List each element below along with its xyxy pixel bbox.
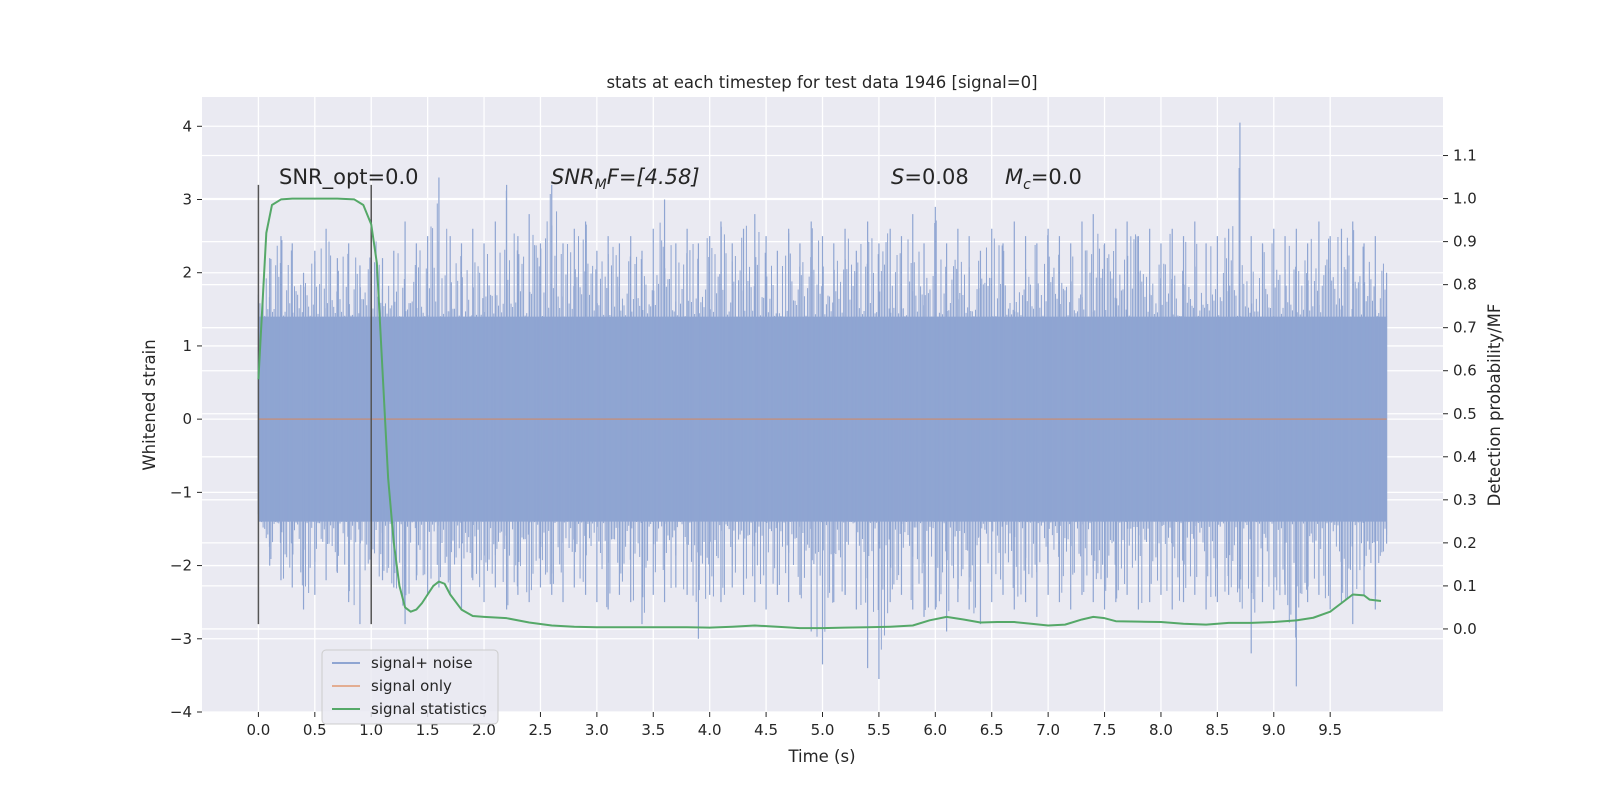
chart-title: stats at each timestep for test data 194… xyxy=(606,73,1037,92)
x-tick-label: 2.0 xyxy=(472,721,496,739)
legend-label-signal-only: signal only xyxy=(371,677,452,695)
y-tick-label: 3 xyxy=(182,191,192,209)
right-tick-label: 0.3 xyxy=(1453,491,1477,509)
right-tick-label: 0.7 xyxy=(1453,319,1477,337)
x-tick-label: 3.5 xyxy=(641,721,665,739)
right-tick-label: 1.1 xyxy=(1453,147,1477,165)
right-tick-label: 0.9 xyxy=(1453,233,1477,251)
x-tick-label: 2.5 xyxy=(529,721,553,739)
right-tick-label: 0.8 xyxy=(1453,276,1477,294)
right-tick-label: 0.0 xyxy=(1453,620,1477,638)
x-tick-label: 1.0 xyxy=(359,721,383,739)
mc-rest: =0.0 xyxy=(1031,165,1082,189)
right-tick-label: 0.6 xyxy=(1453,362,1477,380)
x-tick-label: 9.0 xyxy=(1262,721,1286,739)
x-tick-label: 0.0 xyxy=(246,721,270,739)
x-tick-label: 8.5 xyxy=(1205,721,1229,739)
y-tick-label: 4 xyxy=(182,117,192,135)
x-tick-label: 3.0 xyxy=(585,721,609,739)
y-axis-ticks: 4 3 2 1 0 −1 −2 −3 −4 xyxy=(170,117,202,721)
y-tick-label: −1 xyxy=(170,483,192,501)
y-tick-label: −3 xyxy=(170,630,192,648)
mc-annotation: Mc=0.0 xyxy=(1005,165,1082,193)
x-axis-ticks: 0.0 0.5 1.0 1.5 2.0 2.5 3.0 3.5 4.0 4.5 5.0 5.5 6.0 6… xyxy=(246,712,1342,739)
signal-noise-series xyxy=(257,122,1388,687)
signal-statistics-series xyxy=(257,197,1382,630)
right-tick-label: 1.0 xyxy=(1453,190,1477,208)
right-axis-label: Detection probability/MF xyxy=(1485,304,1504,507)
right-tick-label: 0.5 xyxy=(1453,405,1477,423)
snr-mf-rest: F=[4.58] xyxy=(607,165,700,189)
y-tick-label: −4 xyxy=(170,703,192,721)
legend-label-signal-noise: signal+ noise xyxy=(371,654,473,672)
x-tick-label: 6.5 xyxy=(980,721,1004,739)
legend: signal+ noise signal only signal statist… xyxy=(321,649,499,725)
x-tick-label: 5.0 xyxy=(811,721,835,739)
right-tick-label: 0.1 xyxy=(1453,577,1477,595)
signal-statistics-line xyxy=(257,197,1382,630)
mc-main: M xyxy=(1005,165,1023,189)
x-tick-label: 4.0 xyxy=(698,721,722,739)
x-axis-label: Time (s) xyxy=(787,747,855,766)
x-tick-label: 8.0 xyxy=(1149,721,1173,739)
x-tick-label: 0.5 xyxy=(303,721,327,739)
snr-opt-annotation: SNR_opt=0.0 xyxy=(279,165,419,190)
snr-mf-main: SNR xyxy=(551,165,595,189)
mc-subscript: c xyxy=(1023,177,1031,193)
snr-mf-annotation: SNRMF=[4.58] xyxy=(551,165,700,193)
x-tick-label: 1.5 xyxy=(416,721,440,739)
y-axis-label: Whitened strain xyxy=(140,339,159,470)
y-tick-label: −2 xyxy=(170,557,192,575)
x-tick-label: 4.5 xyxy=(754,721,778,739)
x-tick-label: 5.5 xyxy=(867,721,891,739)
legend-label-signal-statistics: signal statistics xyxy=(371,700,487,718)
s-rest: =0.08 xyxy=(904,165,968,189)
right-axis-ticks: 1.1 1.0 0.9 0.8 0.7 0.6 0.5 0.4 0.3 0.2 0.1 0.0 xyxy=(1443,147,1477,638)
x-tick-label: 6.0 xyxy=(923,721,947,739)
y-tick-label: 2 xyxy=(182,264,192,282)
x-tick-label: 7.0 xyxy=(1036,721,1060,739)
snr-mf-subscript: M xyxy=(595,177,607,193)
s-main: S xyxy=(891,165,904,189)
x-tick-label: 9.5 xyxy=(1318,721,1342,739)
y-tick-label: 0 xyxy=(182,410,192,428)
s-annotation: S=0.08 xyxy=(891,165,969,189)
x-tick-label: 7.5 xyxy=(1093,721,1117,739)
y-tick-label: 1 xyxy=(182,337,192,355)
legend-box xyxy=(321,649,499,725)
window-markers xyxy=(257,184,372,625)
right-tick-label: 0.2 xyxy=(1453,534,1477,552)
right-tick-label: 0.4 xyxy=(1453,448,1477,466)
